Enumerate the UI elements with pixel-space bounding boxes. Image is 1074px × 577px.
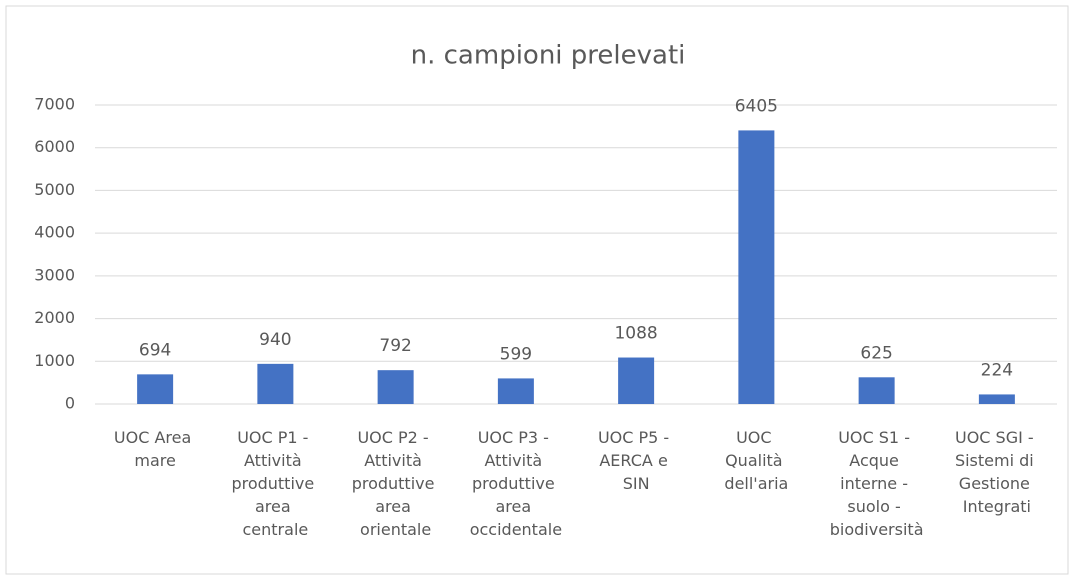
bar <box>137 374 174 404</box>
y-tick-label: 0 <box>65 394 75 413</box>
data-label: 599 <box>500 344 532 364</box>
x-tick-label: UOC P1 - Attività produttive area centra… <box>231 428 319 539</box>
x-tick-label: UOC P5 - AERCA e SIN <box>598 428 674 493</box>
bar <box>377 370 414 404</box>
x-tick-label: UOC P3 - Attività produttive area occide… <box>470 428 562 539</box>
x-tick-label: UOC SGI - Sistemi di Gestione Integrati <box>955 428 1039 516</box>
x-tick-label: UOC Qualità dell'aria <box>724 428 788 493</box>
y-tick-label: 5000 <box>34 180 75 199</box>
y-tick-label: 4000 <box>34 223 75 242</box>
chart-title: n. campioni prelevati <box>411 41 686 71</box>
data-label: 792 <box>379 336 411 356</box>
x-tick-label: UOC Area mare <box>114 428 196 470</box>
data-label: 1088 <box>614 324 657 344</box>
y-tick-label: 6000 <box>34 137 75 156</box>
y-tick-label: 2000 <box>34 308 75 327</box>
y-tick-label: 1000 <box>34 351 75 370</box>
bar <box>618 357 655 404</box>
data-label: 625 <box>860 343 892 363</box>
data-label: 224 <box>981 360 1013 380</box>
bar <box>257 363 294 404</box>
data-label: 6405 <box>735 96 778 116</box>
data-label: 694 <box>139 340 171 360</box>
x-tick-label: UOC S1 - Acque interne - suolo - biodive… <box>830 428 924 539</box>
bar <box>858 377 895 404</box>
bar <box>738 130 775 405</box>
x-tick-label: UOC P2 - Attività produttive area orient… <box>352 428 440 539</box>
y-tick-label: 3000 <box>34 265 75 284</box>
bar <box>497 378 534 404</box>
data-label: 940 <box>259 330 291 350</box>
bar <box>978 394 1015 404</box>
y-tick-label: 7000 <box>34 95 75 114</box>
chart-border <box>5 5 1069 575</box>
